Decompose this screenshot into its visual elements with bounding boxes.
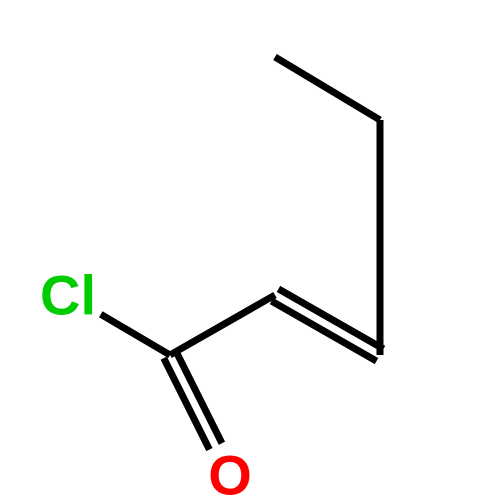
bond: [101, 314, 170, 355]
atom-label-o: O: [208, 444, 252, 500]
bond: [275, 57, 380, 120]
bond: [170, 295, 275, 355]
bond: [272, 301, 377, 361]
bond: [278, 289, 383, 349]
molecule-diagram: Cl O: [0, 0, 500, 500]
atom-label-cl: Cl: [40, 264, 96, 327]
